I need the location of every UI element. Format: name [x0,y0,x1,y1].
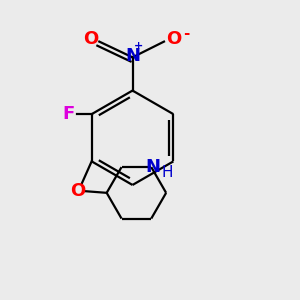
Text: N: N [125,46,140,64]
Text: +: + [134,41,143,51]
Text: O: O [70,182,85,200]
Text: O: O [166,30,182,48]
Text: -: - [184,26,190,41]
Text: F: F [63,105,75,123]
Text: O: O [83,30,98,48]
Text: N: N [146,158,160,176]
Text: H: H [161,165,173,180]
